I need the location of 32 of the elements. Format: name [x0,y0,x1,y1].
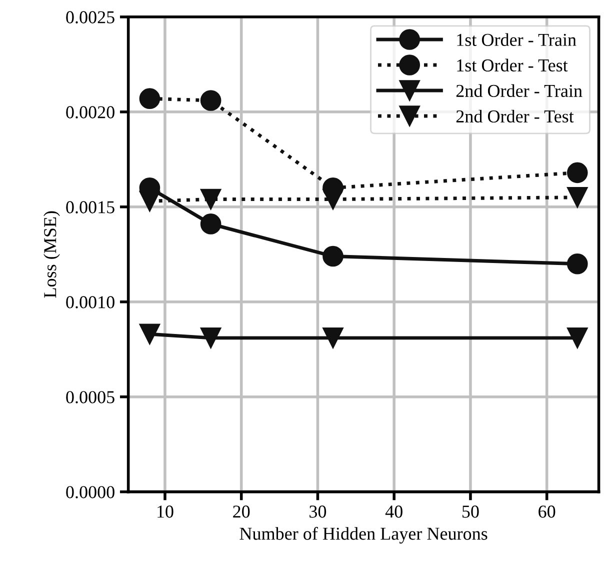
point [566,253,588,274]
point [566,162,588,184]
point [200,328,222,348]
point [200,188,222,210]
y-tick-label: 0.0020 [66,106,114,118]
legend-label: 1st Order - Train [457,33,576,46]
point [322,188,344,210]
point [200,214,222,234]
y-axis-title: Loss (MSE) [44,211,60,298]
y-tick-label: 0.0010 [66,296,114,308]
point [139,190,160,212]
point [139,324,160,345]
x-tick-label: 20 [233,506,250,518]
y-tick-label: 0.0015 [66,201,114,214]
y-tick-label: 0.0000 [66,486,114,498]
point [200,90,222,111]
legend-label: 2nd Order - Test [456,110,574,123]
x-tick-label: 30 [310,506,326,518]
point [139,88,160,110]
legend-label: 1st Order - Test [457,58,568,72]
point [322,328,344,348]
legend-label: 2nd Order - Train [456,84,582,98]
x-tick-label: 50 [462,506,479,518]
x-tick-label: 10 [158,506,174,518]
y-tick-label: 0.0005 [66,391,114,404]
point [566,328,588,348]
point [322,246,344,267]
x-tick-label: 40 [385,506,402,518]
point [566,186,588,208]
x-axis-title: Number of Hidden Layer Neurons [240,526,488,544]
x-tick-label: 60 [538,506,556,518]
y-tick-label: 0.0025 [66,11,114,24]
